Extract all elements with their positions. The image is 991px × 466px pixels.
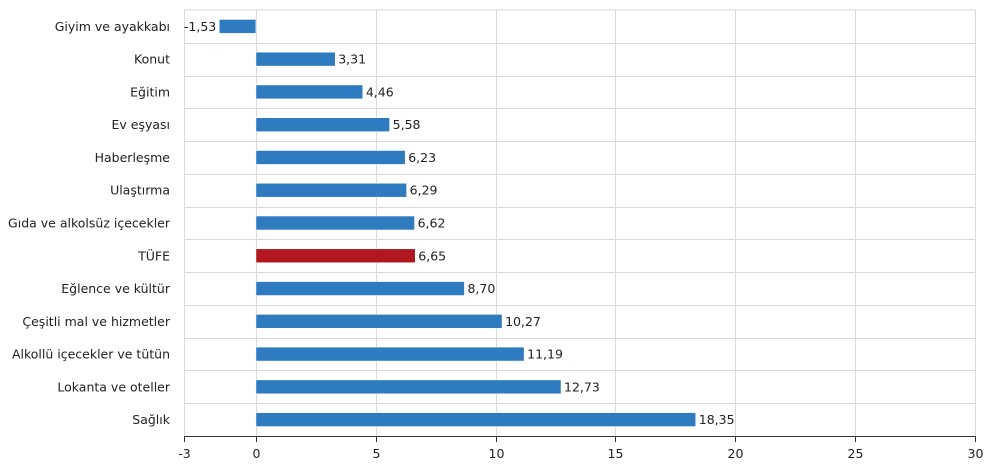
bar [255, 150, 406, 165]
grid-lines [184, 9, 976, 436]
bar [218, 19, 257, 34]
x-tick-label: 15 [608, 446, 624, 461]
category-label: Konut [134, 52, 170, 67]
data-label: -1,53 [184, 19, 216, 34]
category-label: Ev eşyası [111, 117, 170, 132]
data-label: 6,65 [418, 248, 446, 263]
x-tick-label: 25 [848, 446, 864, 461]
x-tick-label: 5 [373, 446, 381, 461]
data-labels: -1,53 3,31 4,46 5,58 6,23 6,29 6,62 6,65 8,70 10,… [184, 19, 735, 427]
bar [255, 84, 364, 100]
category-label: Lokanta ve oteller [57, 379, 170, 394]
bar [255, 281, 465, 296]
x-tick-label: 10 [489, 446, 505, 461]
data-label: 12,73 [564, 379, 600, 394]
bar [255, 346, 525, 362]
bar [255, 215, 415, 231]
bar [255, 182, 407, 198]
bar [255, 117, 390, 132]
data-label: 10,27 [505, 314, 541, 329]
x-tick-label: 0 [253, 446, 261, 461]
data-label: 18,35 [699, 412, 735, 427]
bar [255, 412, 697, 427]
category-label: Eğlence ve kültür [61, 281, 171, 296]
category-label: Haberleşme [95, 150, 171, 165]
data-label: 4,46 [366, 84, 394, 99]
x-tick-label: -3 [178, 446, 190, 461]
category-label: Sağlık [132, 412, 170, 427]
data-label: 6,23 [408, 150, 436, 165]
bar [255, 51, 336, 67]
category-labels: Giyim ve ayakkabı Konut Eğitim Ev eşyası Hab… [8, 19, 171, 427]
x-tick-label: 20 [728, 446, 744, 461]
category-label: Giyim ve ayakkabı [55, 19, 170, 34]
category-label: Gıda ve alkolsüz içecekler [8, 216, 171, 231]
data-label: 6,62 [418, 216, 446, 231]
category-label: Çeşitli mal ve hizmetler [22, 314, 170, 329]
bars [218, 19, 697, 427]
data-label: 6,29 [410, 183, 438, 198]
data-label: 5,58 [393, 117, 421, 132]
category-label: Eğitim [130, 84, 170, 99]
data-label: 11,19 [527, 347, 563, 362]
data-label: 8,70 [467, 281, 495, 296]
bar [255, 379, 562, 395]
category-label: TÜFE [137, 247, 170, 263]
x-tick-label: 30 [968, 446, 984, 461]
category-label: Ulaştırma [110, 183, 170, 198]
bar [255, 314, 503, 329]
category-label: Alkollü içecekler ve tütün [12, 347, 170, 362]
x-axis: -3 0 5 10 15 20 25 30 [178, 436, 983, 461]
bar [255, 248, 416, 264]
data-label: 3,31 [338, 52, 366, 67]
